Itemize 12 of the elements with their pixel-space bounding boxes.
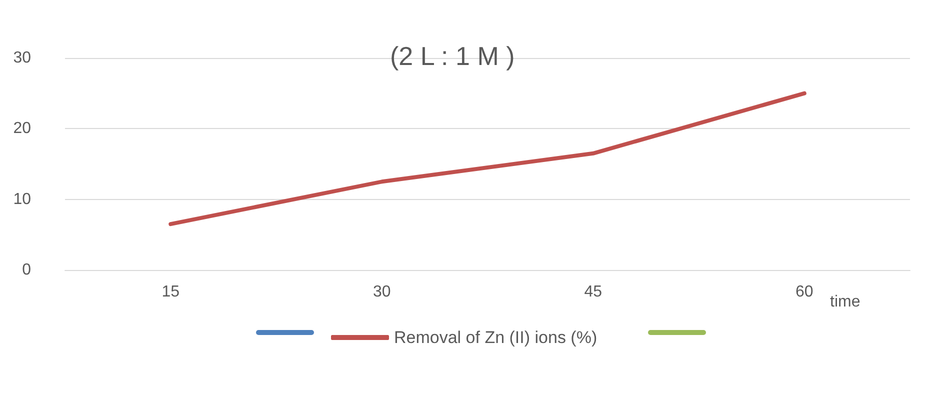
x-tick-label: 60 xyxy=(795,284,814,300)
y-tick-label: 20 xyxy=(13,120,32,138)
legend-label: Removal of Zn (II) ions (%) xyxy=(394,328,598,347)
y-tick-label: 10 xyxy=(13,190,32,208)
x-tick-label: 45 xyxy=(584,284,602,300)
x-tick-label: 30 xyxy=(372,284,391,300)
x-tick-label: 15 xyxy=(162,284,180,300)
y-tick-label: 30 xyxy=(13,50,32,66)
chart-title: (2 L : 1 M ) xyxy=(390,41,515,71)
y-tick-label: 0 xyxy=(22,262,32,278)
x-axis-title: time xyxy=(830,294,860,310)
line-series xyxy=(168,91,806,226)
